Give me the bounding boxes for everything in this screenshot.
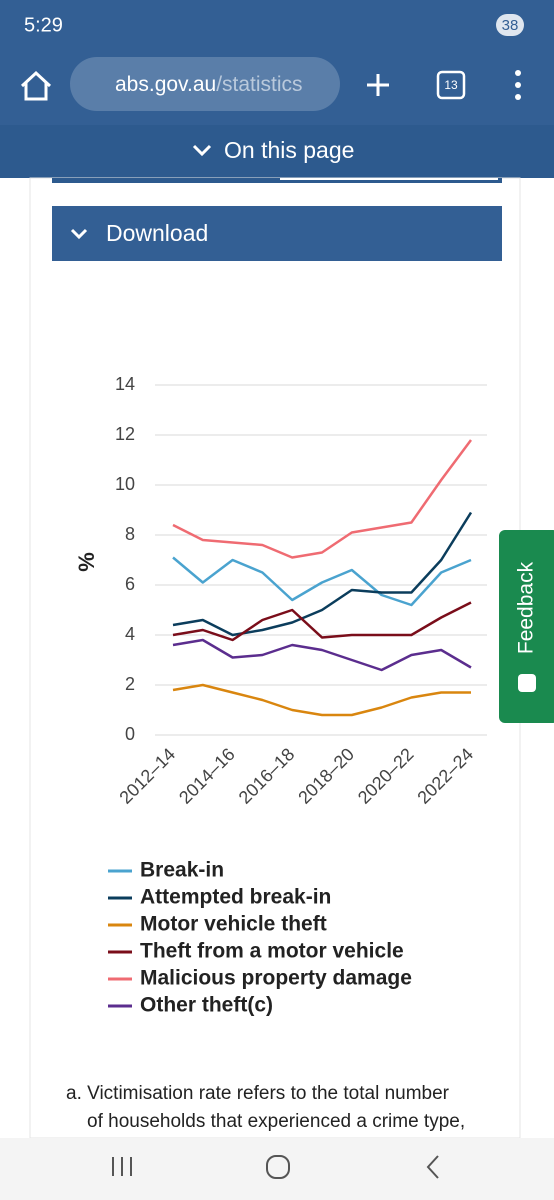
series-line [172,556,472,607]
legend-label: Theft from a motor vehicle [140,940,404,963]
on-this-page: On this page [224,137,354,163]
feedback-icon [518,674,536,692]
back-button[interactable] [426,1155,439,1179]
series-line [172,511,473,637]
series-line [172,638,472,672]
menu-button[interactable] [515,70,521,100]
url-field[interactable] [70,57,340,111]
home-nav-button[interactable] [266,1155,290,1179]
home-button[interactable] [20,70,52,101]
feedback-tab[interactable] [499,530,554,723]
battery-level: 38 [502,17,519,34]
recents-button[interactable] [112,1157,132,1176]
nav-bar [0,1138,554,1200]
legend-label: Motor vehicle theft [140,913,327,936]
url-path: /statistics [216,73,302,96]
y-tick-label: 10 [115,474,135,494]
status-time: 5:29 [24,14,63,36]
tab-gap [280,178,498,180]
y-tick-label: 14 [115,374,135,394]
url: abs.gov.au/statistics [115,73,303,96]
tabs-button[interactable] [436,70,466,100]
footnote: a. Victimisation rate refers to the tota… [66,1083,450,1104]
y-tick-label: 4 [125,624,135,644]
series-line [172,683,471,717]
series-line [172,439,473,559]
legend-label: Break-in [140,859,224,882]
y-tick-label: 12 [115,424,135,444]
legend-label: Other theft(c) [140,994,273,1017]
y-axis-label: % [74,552,99,572]
y-tick-label: 2 [125,674,135,694]
new-tab-button[interactable] [367,74,389,96]
on-this-page-bar[interactable] [0,125,554,178]
y-tick-label: 6 [125,574,135,594]
legend-label: Malicious property damage [140,967,412,990]
url-host: abs.gov.au [115,73,216,96]
chevron [192,144,212,157]
legend-label: Attempted break-in [140,886,331,909]
download-label: Download [106,220,208,246]
footnote: of households that experienced a crime t… [87,1111,465,1132]
chevron [70,228,88,240]
tab-count: 13 [444,78,458,92]
series-line [172,601,472,642]
download-button[interactable] [52,206,502,261]
y-tick-label: 8 [125,524,135,544]
y-tick-label: 0 [125,724,135,744]
tab-underline [52,178,502,183]
feedback-label: Feedback [515,561,538,654]
battery-icon [496,14,524,36]
